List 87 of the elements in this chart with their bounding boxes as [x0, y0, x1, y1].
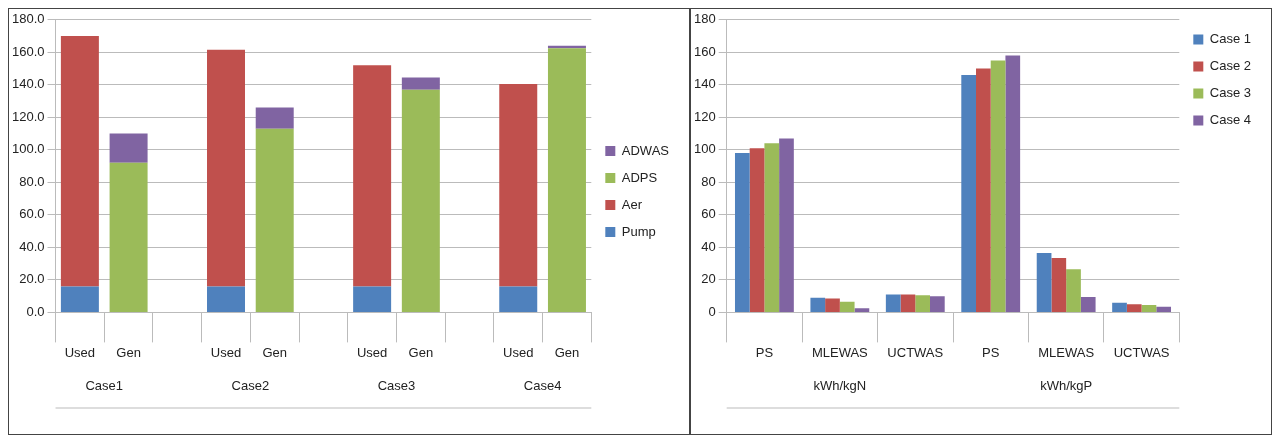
bar — [353, 65, 392, 287]
x-tick-label: MLEWAS — [1038, 344, 1095, 360]
text: Case1 — [85, 377, 124, 393]
y-tick-label: 160 — [693, 43, 716, 59]
y-tick-label: 40 — [701, 238, 716, 254]
x-tick-label: Used — [356, 344, 388, 360]
bar — [1066, 269, 1081, 312]
y-tick-label: 180.0 — [11, 11, 45, 27]
bar — [401, 89, 440, 312]
x-tick-label: PS — [982, 344, 1000, 360]
legend-label: Case 3 — [1209, 85, 1252, 101]
bar — [749, 148, 765, 312]
y-tick-label: 100 — [693, 141, 716, 157]
text: Case3 — [377, 377, 416, 393]
y-tick-label: 20.0 — [19, 271, 45, 287]
y-tick-label: 160.0 — [11, 43, 45, 59]
y-tick-label: 120 — [693, 108, 716, 124]
text: Case4 — [523, 377, 562, 393]
bar — [1141, 305, 1157, 312]
y-tick-label: 40.0 — [19, 238, 45, 254]
x-tick-label: Used — [64, 344, 96, 360]
y-tick-label: 0.0 — [26, 303, 45, 319]
bar — [1112, 302, 1127, 312]
bar — [1126, 304, 1142, 312]
y-tick-label: 80.0 — [19, 173, 45, 189]
legend-label: Pump — [621, 223, 656, 239]
bar — [1051, 257, 1067, 312]
bar — [401, 77, 440, 90]
x-tick-label: Gen — [554, 344, 580, 360]
bar — [207, 286, 245, 312]
y-tick-label: 60.0 — [19, 206, 45, 222]
y-tick-label: 80 — [701, 173, 716, 189]
legend-label: Case 2 — [1209, 58, 1252, 74]
y-tick-label: 20 — [701, 271, 716, 287]
y-tick-label: 0 — [708, 303, 716, 319]
y-tick-label: 120.0 — [11, 108, 45, 124]
text: Case2 — [231, 377, 270, 393]
bar — [990, 60, 1006, 312]
y-tick-label: 100.0 — [11, 141, 45, 157]
bar — [1005, 55, 1021, 312]
legend-label: ADWAS — [621, 142, 670, 158]
bar — [839, 301, 855, 312]
bar — [854, 308, 870, 312]
bar — [499, 84, 538, 287]
bar — [734, 153, 750, 312]
legend-label: ADPS — [621, 169, 658, 185]
bar — [109, 133, 148, 163]
bar — [810, 297, 826, 312]
text: kWh/kgN — [813, 377, 867, 393]
bar — [1156, 306, 1172, 312]
y-tick-label: 140.0 — [11, 76, 45, 92]
bar — [207, 49, 245, 287]
bar — [961, 75, 977, 312]
bar — [1080, 296, 1096, 312]
x-tick-label: UCTWAS — [1113, 344, 1170, 360]
bar — [255, 107, 294, 129]
bar — [929, 296, 945, 312]
legend-label: Aer — [621, 196, 643, 212]
x-tick-label: Gen — [262, 344, 287, 360]
bar — [60, 286, 99, 312]
bar — [1036, 253, 1052, 312]
x-tick-label: UCTWAS — [887, 344, 944, 360]
bar — [353, 286, 392, 312]
x-tick-label: Gen — [116, 344, 141, 360]
x-tick-label: Used — [503, 344, 534, 360]
x-tick-label: MLEWAS — [811, 344, 869, 360]
bar — [779, 138, 794, 312]
bar — [109, 162, 148, 312]
bar — [825, 298, 840, 312]
x-tick-label: Used — [210, 344, 242, 360]
text: kWh/kgP — [1040, 377, 1093, 393]
y-tick-label: 60 — [701, 206, 716, 222]
x-tick-label: Gen — [408, 344, 434, 360]
bar — [499, 286, 538, 312]
legend-label: Case 4 — [1209, 112, 1252, 128]
bar — [976, 68, 991, 312]
bar — [255, 128, 294, 312]
x-tick-label: PS — [755, 344, 774, 360]
bar — [764, 143, 780, 312]
bar — [60, 36, 99, 287]
legend-label: Case 1 — [1209, 31, 1252, 47]
y-tick-label: 180 — [693, 11, 716, 27]
bar — [885, 294, 901, 312]
bar — [900, 294, 916, 312]
y-tick-label: 140 — [693, 76, 716, 92]
bar — [915, 295, 930, 312]
bar — [547, 48, 586, 312]
